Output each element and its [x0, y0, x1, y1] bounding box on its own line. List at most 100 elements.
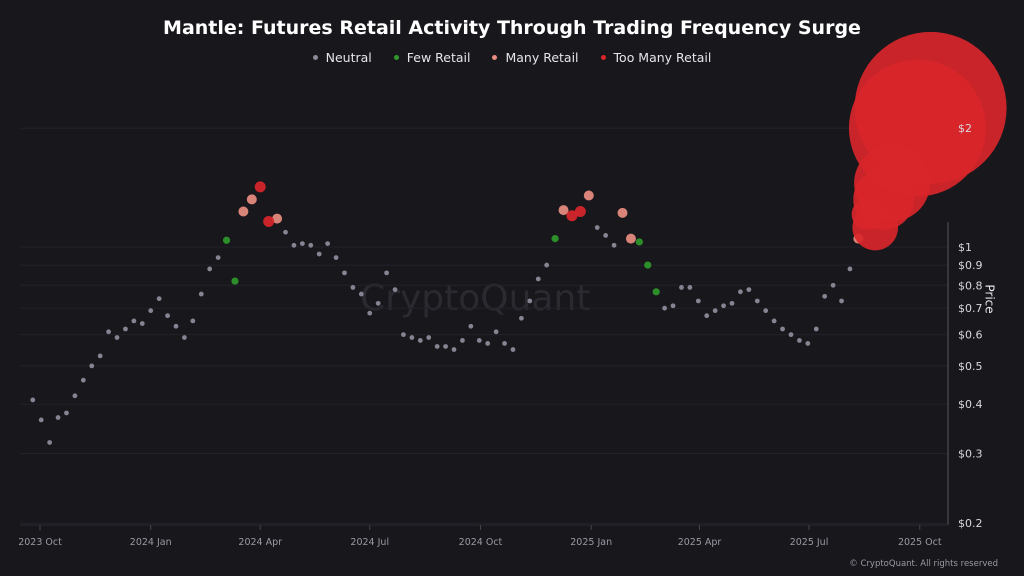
x-tick-label: 2025 Jul [790, 537, 829, 548]
x-tick-label: 2025 Apr [678, 537, 722, 548]
data-point-few-retail [644, 261, 652, 269]
data-point-neutral [190, 318, 196, 324]
x-tick-label: 2023 Oct [18, 537, 62, 548]
legend-item-many-retail[interactable]: Many Retail [492, 50, 579, 65]
x-tick-label: 2024 Jul [350, 537, 389, 548]
data-point-neutral [805, 341, 811, 346]
copyright-footer: © CryptoQuant. All rights reserved [849, 559, 998, 569]
x-tick-label: 2024 Apr [238, 537, 282, 548]
data-point-neutral [847, 266, 853, 272]
data-point-neutral [207, 266, 213, 272]
data-point-neutral [80, 377, 86, 383]
data-point-neutral [198, 291, 204, 297]
data-point-neutral [342, 270, 347, 276]
data-point-neutral [434, 344, 440, 349]
data-point-neutral [392, 287, 398, 293]
data-point-neutral [131, 318, 137, 324]
data-point-neutral [535, 276, 541, 282]
legend-dot [492, 55, 498, 60]
data-point-neutral [670, 303, 676, 309]
data-point-neutral [704, 313, 710, 319]
data-point-neutral [476, 338, 482, 343]
legend-label: Neutral [325, 50, 372, 65]
data-point-neutral [358, 291, 364, 297]
legend-item-neutral[interactable]: Neutral [312, 50, 372, 65]
y-axis-title: Price [982, 284, 997, 314]
data-point-neutral [780, 326, 785, 332]
data-point-neutral [729, 300, 735, 306]
data-point-neutral [679, 285, 684, 290]
data-point-neutral [30, 397, 36, 403]
legend-item-few-retail[interactable]: Few Retail [393, 50, 471, 65]
y-tick-label: $0.9 [958, 259, 983, 272]
data-point-neutral [493, 329, 499, 335]
data-point-neutral [97, 353, 103, 359]
legend-label: Few Retail [406, 50, 471, 65]
data-point-neutral [788, 332, 794, 338]
data-point-neutral [350, 285, 356, 290]
data-point-neutral [291, 242, 297, 248]
data-point-neutral [409, 335, 415, 340]
data-point-neutral [695, 298, 701, 304]
data-point-neutral [763, 308, 769, 314]
data-point-neutral [114, 335, 120, 340]
data-point-neutral [384, 270, 390, 276]
data-point-too-many-retail [566, 210, 578, 222]
data-point-many-retail [583, 190, 594, 201]
data-point-many-retail [558, 205, 569, 216]
x-tick-label: 2024 Jan [130, 537, 172, 548]
y-tick-label: $0.8 [958, 279, 983, 292]
data-point-many-retail [625, 233, 636, 244]
data-point-neutral [527, 298, 533, 304]
data-point-few-retail [652, 288, 660, 296]
data-point-few-retail [635, 238, 643, 246]
data-point-neutral [712, 308, 718, 314]
data-point-neutral [417, 338, 423, 343]
data-point-many-retail [617, 207, 628, 218]
x-tick-label: 2025 Oct [898, 537, 942, 548]
data-point-neutral [106, 329, 111, 335]
data-point-neutral [839, 298, 844, 304]
data-point-neutral [746, 287, 752, 293]
data-point-neutral [797, 338, 802, 343]
data-point-neutral [367, 310, 373, 316]
data-point-neutral [426, 335, 432, 340]
data-point-neutral [738, 289, 743, 295]
data-point-neutral [123, 326, 128, 332]
data-point-few-retail [231, 277, 239, 285]
data-point-neutral [460, 338, 465, 343]
legend-label: Too Many Retail [613, 50, 712, 65]
data-point-neutral [662, 305, 668, 311]
data-point-neutral [64, 410, 69, 416]
y-tick-label: $0.6 [958, 329, 983, 342]
data-point-neutral [485, 341, 491, 346]
data-point-neutral [603, 232, 609, 238]
data-point-neutral [754, 298, 760, 304]
y-tick-label: $2 [958, 122, 972, 135]
data-point-many-retail [246, 194, 257, 205]
data-point-neutral [215, 255, 221, 261]
data-point-neutral [401, 332, 406, 338]
data-point-neutral [325, 241, 331, 247]
data-point-neutral [721, 303, 726, 309]
data-point-neutral [594, 225, 600, 230]
data-point-neutral [502, 341, 507, 346]
y-tick-label: $0.4 [958, 398, 983, 411]
data-point-too-many-retail [263, 216, 275, 228]
data-point-neutral [375, 300, 381, 306]
data-point-neutral [165, 313, 170, 319]
data-point-neutral [830, 282, 836, 288]
data-point-neutral [38, 417, 44, 423]
data-point-neutral [55, 415, 61, 420]
legend-dot [312, 55, 318, 60]
data-point-neutral [182, 335, 187, 340]
legend-dot [600, 55, 606, 60]
legend-item-too-many-retail[interactable]: Too Many Retail [600, 50, 712, 65]
y-tick-label: $0.2 [958, 517, 983, 530]
data-point-neutral [333, 255, 339, 261]
data-point-neutral [283, 229, 288, 235]
data-point-neutral [316, 251, 322, 257]
data-point-too-many-retail [254, 181, 266, 193]
